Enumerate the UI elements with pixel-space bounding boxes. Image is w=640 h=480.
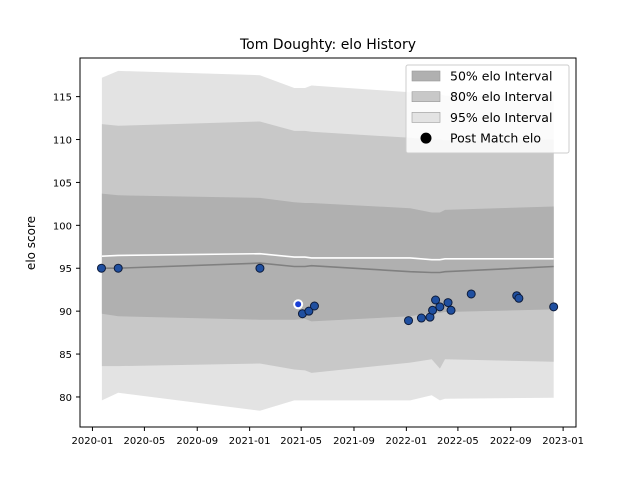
x-tick-label: 2023-01: [542, 436, 584, 447]
data-point: [416, 313, 426, 323]
plot-frame: [79, 57, 577, 428]
y-tick-label: 95: [59, 264, 72, 275]
data-point: [309, 301, 319, 311]
series-line-mean: [101, 262, 554, 274]
data-point: [113, 263, 123, 273]
legend-marker-points: [420, 132, 432, 144]
data-point: [404, 316, 414, 326]
y-tick-label: 100: [53, 221, 72, 232]
series-line-upper_line: [101, 252, 554, 261]
x-tick-label: 2021-05: [280, 436, 322, 447]
legend-label-band50: 50% elo Interval: [450, 69, 552, 84]
data-point: [96, 263, 106, 273]
x-tick-label: 2020-09: [176, 436, 218, 447]
data-point: [443, 298, 453, 308]
legend-box: [405, 64, 570, 154]
data-point: [549, 302, 559, 312]
plot-area: [96, 70, 559, 411]
y-tick-label: 90: [59, 307, 72, 318]
data-point: [514, 293, 524, 303]
x-tick-label: 2022-01: [385, 436, 427, 447]
data-point: [428, 305, 438, 315]
y-tick-label: 115: [53, 93, 72, 104]
data-point-highlight: [295, 301, 302, 308]
data-point: [304, 306, 314, 316]
legend-swatch-band95: [411, 112, 441, 123]
y-tick-label: 80: [59, 393, 72, 404]
y-tick-label: 110: [53, 136, 72, 147]
y-axis-label: elo score: [24, 216, 38, 270]
y-tick-label: 85: [59, 350, 72, 361]
data-point: [435, 302, 445, 312]
data-point: [431, 295, 441, 305]
data-point: [255, 263, 265, 273]
x-tick-label: 2020-01: [72, 436, 114, 447]
x-tick-label: 2022-05: [437, 436, 479, 447]
legend-label-band80: 80% elo Interval: [450, 89, 552, 104]
x-tick-label: 2020-05: [124, 436, 166, 447]
data-point: [446, 305, 456, 315]
legend-swatch-band50: [411, 70, 441, 82]
legend: 50% elo Interval 80% elo Interval 95% elo …: [405, 64, 570, 154]
x-tick-label: 2021-09: [333, 436, 375, 447]
x-tick-label: 2021-01: [229, 436, 271, 447]
data-point: [466, 289, 476, 299]
legend-swatch-band80: [411, 91, 441, 102]
chart-title: Tom Doughty: elo History: [239, 37, 416, 53]
y-tick-label: 105: [53, 178, 72, 189]
axes: 2020-01 2020-05 2020-09 2021-01 2021-05 2021-…: [53, 57, 584, 447]
legend-label-points: Post Match elo: [450, 131, 541, 146]
x-tick-label: 2022-09: [490, 436, 532, 447]
legend-label-band95: 95% elo Interval: [450, 110, 552, 125]
